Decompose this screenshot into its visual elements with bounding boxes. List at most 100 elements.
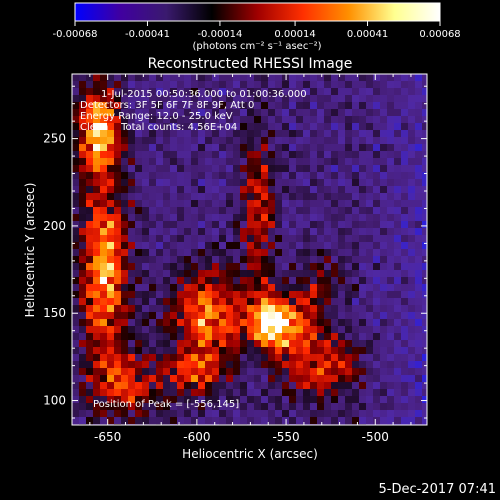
heatmap-cell (317, 179, 325, 187)
heatmap-cell (205, 333, 213, 341)
heatmap-cell (212, 389, 220, 397)
heatmap-cell (261, 116, 269, 124)
heatmap-cell (163, 137, 171, 145)
heatmap-cell (303, 417, 311, 425)
heatmap-cell (247, 235, 255, 243)
heatmap-cell (275, 382, 283, 390)
heatmap-cell (212, 305, 220, 313)
heatmap-cell (219, 207, 227, 215)
heatmap-cell (345, 151, 353, 159)
heatmap-cell (331, 88, 339, 96)
heatmap-cell (93, 326, 101, 334)
heatmap-cell (205, 298, 213, 306)
heatmap-cell (415, 326, 423, 334)
heatmap-cell (107, 326, 115, 334)
heatmap-cell (191, 88, 199, 96)
heatmap-cell (100, 354, 108, 362)
heatmap-cell (359, 207, 367, 215)
heatmap-cell (303, 81, 311, 89)
heatmap-cell (317, 305, 325, 313)
heatmap-cell (303, 116, 311, 124)
heatmap-cell (296, 284, 304, 292)
heatmap-cell (345, 263, 353, 271)
heatmap-cell (170, 221, 178, 229)
heatmap-cell (226, 193, 234, 201)
heatmap-cell (86, 186, 94, 194)
heatmap-cell (79, 158, 87, 166)
heatmap-cell (100, 158, 108, 166)
heatmap-cell (275, 340, 283, 348)
heatmap-cell (352, 214, 360, 222)
heatmap-cell (401, 410, 409, 418)
heatmap-cell (317, 312, 325, 320)
heatmap-cell (303, 284, 311, 292)
heatmap-cell (401, 228, 409, 236)
heatmap-cell (317, 74, 325, 82)
heatmap-cell (135, 74, 143, 82)
heatmap-cell (254, 263, 262, 271)
heatmap-cell (212, 403, 220, 411)
heatmap-cell (366, 207, 374, 215)
heatmap-cell (289, 340, 297, 348)
heatmap-cell (324, 333, 332, 341)
heatmap-cell (359, 256, 367, 264)
heatmap-cell (422, 333, 427, 341)
heatmap-cell (191, 368, 199, 376)
heatmap-cell (93, 312, 101, 320)
heatmap-cell (380, 207, 388, 215)
heatmap-cell (387, 410, 395, 418)
heatmap-cell (100, 340, 108, 348)
heatmap-cell (282, 340, 290, 348)
heatmap-cell (338, 375, 346, 383)
heatmap-cell (163, 340, 171, 348)
heatmap-cell (408, 375, 416, 383)
heatmap-cell (352, 186, 360, 194)
heatmap-cell (387, 186, 395, 194)
heatmap-cell (345, 256, 353, 264)
heatmap-cell (373, 207, 381, 215)
heatmap-cell (338, 270, 346, 278)
heatmap-cell (359, 179, 367, 187)
heatmap-cell (177, 291, 185, 299)
heatmap-cell (142, 214, 150, 222)
heatmap-cell (408, 144, 416, 152)
heatmap-cell (114, 368, 122, 376)
heatmap-cell (296, 417, 304, 425)
heatmap-cell (317, 158, 325, 166)
heatmap-cell (261, 368, 269, 376)
heatmap-cell (261, 165, 269, 173)
heatmap-cell (205, 221, 213, 229)
heatmap-cell (135, 144, 143, 152)
heatmap-cell (233, 165, 241, 173)
chart-title: Reconstructed RHESSI Image (148, 56, 353, 72)
heatmap-cell (198, 81, 206, 89)
heatmap-cell (240, 137, 248, 145)
heatmap-cell (219, 74, 227, 82)
heatmap-cell (338, 333, 346, 341)
heatmap-cell (100, 270, 108, 278)
heatmap-cell (233, 354, 241, 362)
heatmap-cell (233, 81, 241, 89)
heatmap-cell (338, 298, 346, 306)
heatmap-cell (149, 200, 157, 208)
heatmap-cell (366, 102, 374, 110)
heatmap-cell (156, 95, 164, 103)
heatmap-cell (408, 109, 416, 117)
heatmap-cell (177, 361, 185, 369)
heatmap-cell (121, 214, 129, 222)
heatmap-cell (184, 109, 192, 117)
heatmap-cell (387, 179, 395, 187)
heatmap-cell (86, 256, 94, 264)
heatmap-cell (345, 214, 353, 222)
heatmap-cell (198, 123, 206, 131)
heatmap-cell (268, 403, 276, 411)
heatmap-cell (79, 256, 87, 264)
heatmap-cell (303, 151, 311, 159)
heatmap-cell (247, 137, 255, 145)
heatmap-cell (205, 144, 213, 152)
heatmap-cell (100, 403, 108, 411)
heatmap-cell (149, 116, 157, 124)
heatmap-cell (177, 165, 185, 173)
plot-frame (71, 73, 428, 426)
heatmap-cell (394, 298, 402, 306)
